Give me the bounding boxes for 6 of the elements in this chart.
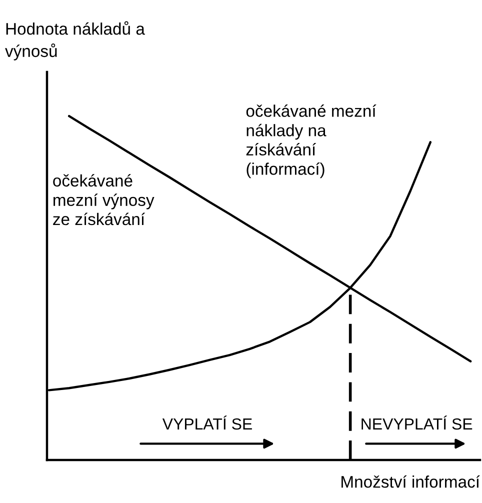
x-axis-title: Množství informací: [342, 475, 480, 488]
series-label: očekávané mezní výnosy ze získávání: [53, 174, 154, 226]
y-axis-title: Hodnota nákladů a výnosů: [5, 21, 145, 60]
annotation: VYPLATÍ SE: [162, 416, 252, 430]
annotation: NEVYPLATÍ SE: [362, 416, 472, 430]
text: očekávané mezní náklady na získávání (informací): [246, 104, 376, 178]
